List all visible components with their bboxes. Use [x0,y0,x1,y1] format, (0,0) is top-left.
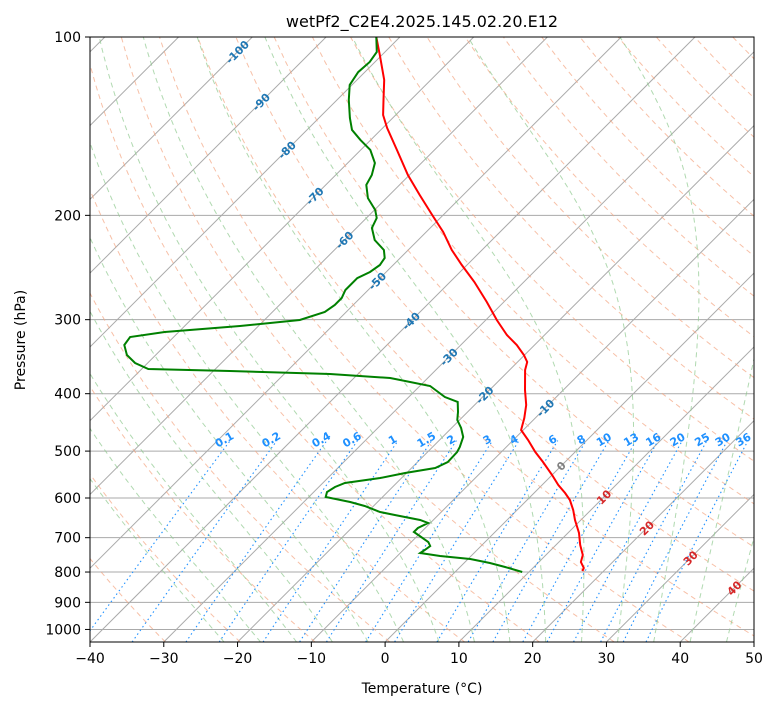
y-tick-label: 800 [54,565,81,581]
dry-adiabat-line [274,37,775,642]
moist-adiabat-line [0,37,224,642]
mixing-ratio-line [366,441,493,642]
y-tick-label: 400 [54,387,81,403]
mixing-ratio-line [82,441,230,642]
isotherm-label: -100 [223,38,252,67]
x-tick-label: −20 [223,651,253,667]
isotherm-label: -60 [333,228,356,251]
x-tick-label: −10 [297,651,327,667]
x-axis-label: Temperature (°C) [361,681,483,697]
mixing-ratio-label: 0.4 [310,429,334,450]
isotherm-line [164,37,769,642]
isotherm-label: 40 [725,578,745,598]
dry-adiabat-line [351,37,775,642]
mixing-ratio-label: 13 [621,430,641,449]
moist-adiabat-line [3,37,333,642]
x-tick-label: 10 [450,651,468,667]
y-tick-label: 500 [54,444,81,460]
dewpoint-profile-line [124,37,522,572]
mixing-ratio-label: 0.1 [213,429,236,450]
isotherm-line [385,37,775,642]
dry-adiabat-line [0,37,240,642]
y-tick-label: 200 [54,208,81,224]
isotherm-line [533,37,775,642]
dry-adiabat-line [0,37,315,642]
mixing-ratio-label: 6 [546,432,559,447]
y-tick-label: 1000 [45,622,81,638]
isotherm-label: 0 [554,459,569,474]
mixing-ratio-line [601,441,707,642]
moist-adiabat-line [727,37,775,642]
mixing-ratio-label: 0.6 [340,429,364,450]
x-tick-label: 0 [381,651,390,667]
moist-adiabat-line [31,37,368,642]
dry-adiabat-line [7,37,390,642]
dry-adiabat-line [771,37,775,642]
mixing-ratio-label: 0.2 [260,429,283,450]
dry-adiabat-line [695,37,775,642]
x-tick-label: 50 [745,651,763,667]
isotherm-label: -90 [250,90,273,113]
mixing-ratio-label: 3 [481,432,494,447]
mixing-ratio-label: 10 [594,430,614,449]
x-tick-label: 40 [671,651,689,667]
mixing-ratio-label: 25 [692,430,712,449]
isotherm-line [0,37,326,642]
isotherm-line [0,37,547,642]
dry-adiabat-line [542,37,775,642]
mixing-ratio-line [263,441,398,642]
moist-adiabat-line [0,37,260,642]
isotherm-line [754,37,775,642]
moist-adiabat-line [690,37,775,642]
mixing-ratio-label: 36 [734,430,754,449]
mixing-ratio-line [493,441,609,642]
y-axis-label: Pressure (hPa) [13,290,29,390]
mixing-ratio-label: 1 [386,432,399,447]
isotherm-line [90,37,695,642]
mixing-ratio-label: 20 [668,430,688,449]
temperature-profile-line [376,37,584,571]
mixing-ratio-label: 8 [575,432,588,447]
x-tick-label: 30 [598,651,616,667]
mixing-ratio-label: 30 [713,430,733,449]
moist-adiabat-line [197,37,510,642]
y-tick-label: 900 [54,595,81,611]
mixing-ratio-label: 1.5 [415,429,438,450]
mixing-ratio-label: 16 [644,430,664,449]
y-tick-label: 300 [54,313,81,329]
x-tick-label: 20 [524,651,542,667]
isotherm-line [16,37,621,642]
y-tick-label: 700 [54,531,81,547]
dry-adiabat-line [656,37,775,642]
x-tick-label: −30 [149,651,179,667]
y-tick-label: 600 [54,491,81,507]
dry-adiabat-line [427,37,775,642]
dry-adiabat-line [198,37,764,642]
y-tick-label: 100 [54,30,81,46]
mixing-ratio-line [437,441,558,642]
isotherm-line [0,37,400,642]
chart-title: wetPf2_C2E4.2025.145.02.20.E12 [286,12,558,32]
x-tick-label: −40 [75,651,105,667]
isotherm-label: -10 [534,396,557,419]
mixing-ratio-line [623,441,727,642]
